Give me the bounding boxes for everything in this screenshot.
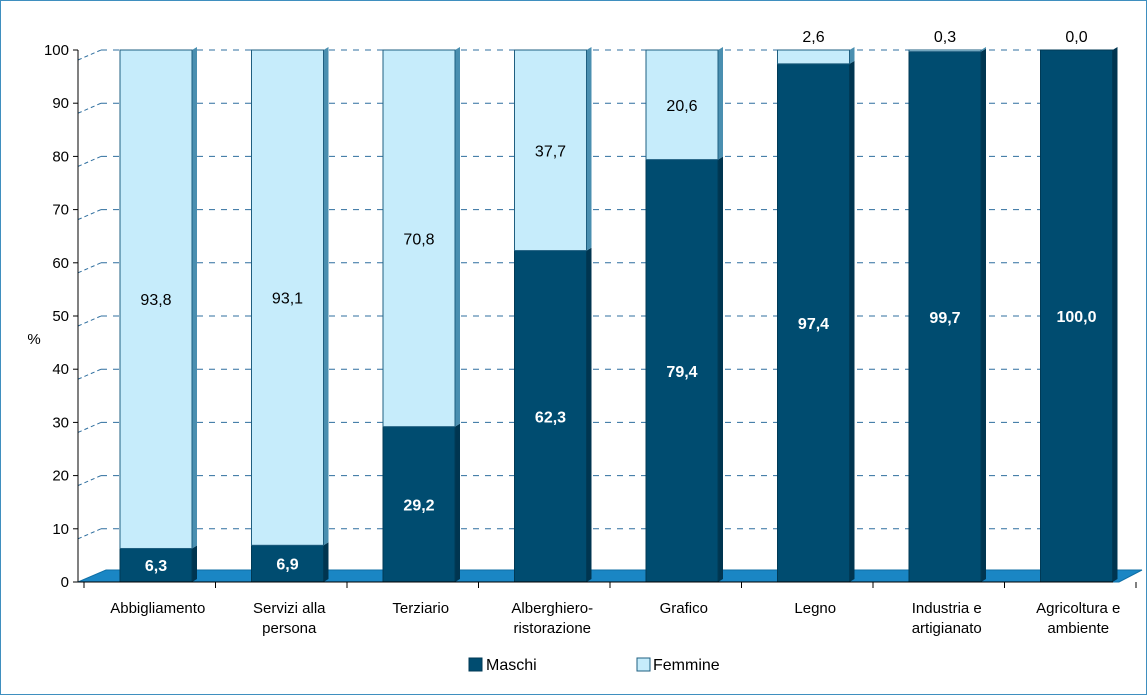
bar-side-maschi	[586, 247, 592, 582]
bar-side-femmine	[192, 47, 197, 549]
y-tick-label: 80	[52, 148, 69, 165]
bar-maschi	[777, 63, 850, 583]
bar-maschi	[908, 51, 982, 583]
x-tick-label: Servizi alla	[253, 600, 326, 617]
gridline-connector	[77, 368, 102, 380]
y-tick-label: 20	[52, 468, 69, 485]
gridline-connector	[77, 155, 102, 167]
data-label-maschi: 97,4	[798, 316, 829, 333]
bar-side-maschi	[718, 156, 723, 583]
bar-maschi	[251, 544, 324, 583]
data-label-maschi: 62,3	[535, 409, 566, 426]
data-label-femmine: 0,3	[934, 29, 956, 46]
data-label-femmine: 0,0	[1065, 29, 1087, 46]
y-tick-label: 10	[52, 521, 69, 538]
y-tick-label: 30	[52, 414, 69, 431]
data-label-maschi: 100,0	[1056, 309, 1096, 326]
x-tick-label: Abbigliamento	[110, 600, 205, 617]
bar-maschi	[514, 250, 587, 583]
bar-femmine	[645, 49, 719, 161]
y-tick-label: 90	[52, 95, 69, 112]
y-tick-label: 70	[52, 202, 69, 219]
x-tick-label: Terziario	[392, 600, 449, 617]
bar-femmine	[514, 49, 587, 252]
gridline-connector	[77, 475, 102, 487]
y-tick-label: 60	[52, 255, 69, 272]
x-tick-label: Agricoltura e	[1036, 600, 1120, 617]
legend-swatch-femmine	[636, 657, 651, 672]
bar-side-maschi	[981, 48, 986, 582]
x-tick-label: ambiente	[1047, 620, 1109, 637]
x-tick-label: ristorazione	[513, 620, 591, 637]
data-label-maschi: 6,3	[145, 558, 167, 575]
bar-side-femmine	[323, 47, 329, 546]
bar-femmine	[908, 49, 982, 53]
y-tick-label: 50	[52, 308, 69, 325]
legend-label-femmine: Femmine	[653, 657, 720, 674]
bar-femmine	[382, 49, 456, 428]
x-tick-label: Industria e	[912, 600, 982, 617]
bar-side-femmine	[849, 47, 855, 64]
gridline-connector	[77, 315, 102, 327]
data-label-maschi: 29,2	[403, 497, 434, 514]
bar-femmine	[119, 49, 193, 549]
y-tick-label: 0	[61, 574, 69, 591]
x-tick-label: Alberghiero-	[511, 600, 593, 617]
bar-side-femmine	[455, 47, 460, 427]
legend-swatch-maschi	[468, 657, 483, 672]
data-label-femmine: 20,6	[666, 98, 697, 115]
bar-side-maschi	[849, 60, 855, 582]
gridline-connector	[77, 209, 102, 221]
data-label-femmine: 37,7	[535, 143, 566, 160]
bar-side-maschi	[1112, 47, 1118, 582]
gridline-connector	[77, 262, 102, 274]
x-tick-label: artigianato	[912, 620, 982, 637]
data-label-femmine: 93,1	[272, 291, 303, 308]
data-label-maschi: 99,7	[929, 310, 960, 327]
bar-maschi	[645, 159, 719, 583]
x-tick-label: Legno	[794, 600, 836, 617]
bar-side-femmine	[586, 47, 592, 251]
y-tick-label: 40	[52, 361, 69, 378]
gridline-connector	[77, 49, 102, 61]
data-label-maschi: 79,4	[666, 364, 697, 381]
bar-side-femmine	[981, 47, 986, 52]
bar-side-maschi	[323, 542, 329, 582]
bar-maschi	[382, 426, 456, 583]
x-tick-label: persona	[262, 620, 317, 637]
bar-side-maschi	[192, 545, 197, 582]
data-label-femmine: 70,8	[403, 231, 434, 248]
gridline-connector	[77, 528, 102, 540]
legend-label-maschi: Maschi	[486, 657, 537, 674]
bar-femmine	[251, 49, 324, 546]
gridline-connector	[77, 102, 102, 114]
data-label-femmine: 93,8	[140, 292, 171, 309]
y-tick-label: 100	[44, 42, 69, 59]
data-label-maschi: 6,9	[276, 557, 298, 574]
bar-side-maschi	[455, 423, 460, 582]
data-label-femmine: 2,6	[802, 29, 824, 46]
bar-side-femmine	[718, 47, 723, 160]
gridline-connector	[77, 421, 102, 433]
bar-femmine	[777, 49, 850, 65]
x-tick-label: Grafico	[660, 600, 708, 617]
y-axis-title: %	[27, 331, 40, 348]
